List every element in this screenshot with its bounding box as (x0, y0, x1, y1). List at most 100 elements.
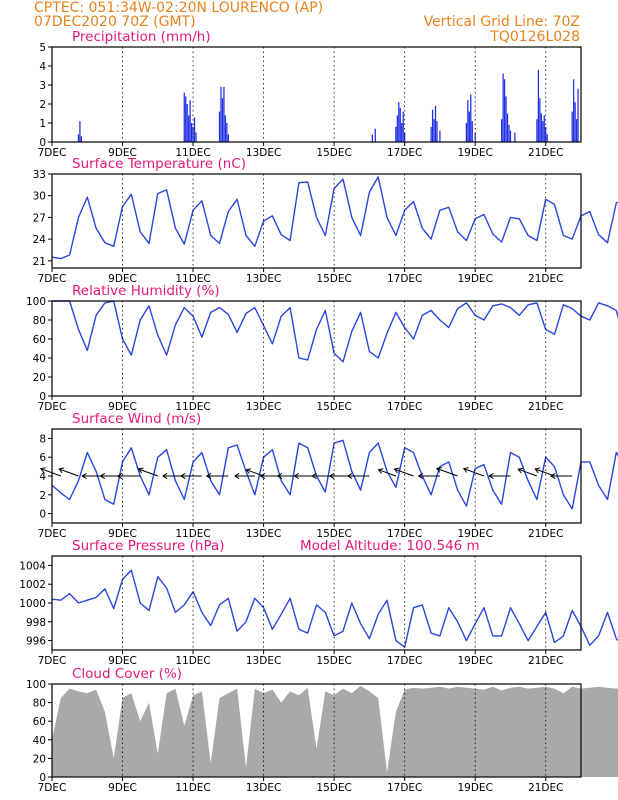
precip-bar (505, 96, 507, 142)
panel-title: Relative Humidity (%) (72, 283, 220, 299)
y-tick-label: 0 (39, 772, 46, 784)
y-tick-label: 24 (33, 234, 47, 246)
precip-bar (220, 86, 222, 142)
precip-bar (508, 124, 510, 142)
panel-title: Precipitation (mm/h) (72, 29, 211, 45)
y-tick-label: 100 (26, 679, 46, 691)
panel-2: 7DEC 9DEC 11DEC 13DEC 15DEC 17DEC 19DEC 21DEC 0 2… (26, 283, 618, 413)
y-tick-label: 80 (33, 698, 46, 710)
precip-bar (571, 111, 573, 142)
panel-3: 7DEC 9DEC 11DEC 13DEC 15DEC 17DEC 19DEC 21DEC 0 2… (38, 411, 618, 540)
x-tick-label: 21DEC (528, 147, 563, 159)
header-station: CPTEC: 051:34W-02:20N LOURENCO (AP) (34, 0, 323, 16)
x-tick-label: 21DEC (528, 655, 563, 667)
precip-bar (371, 134, 373, 142)
x-tick-label: 15DEC (316, 401, 351, 413)
y-tick-label: 27 (33, 212, 46, 224)
panel-annotation: Model Altitude: 100.546 m (300, 538, 480, 554)
precip-bar (430, 126, 432, 142)
y-tick-label: 20 (33, 372, 46, 384)
x-tick-label: 9DEC (108, 147, 137, 159)
x-tick-label: 19DEC (457, 655, 492, 667)
precip-bar (223, 86, 225, 142)
wind-arrow (137, 467, 158, 477)
precip-bar (577, 88, 579, 142)
x-tick-label: 13DEC (246, 528, 281, 540)
panel-title: Surface Temperature (nC) (72, 156, 246, 172)
series-line-2 (52, 300, 618, 363)
precip-bar (227, 134, 229, 142)
x-tick-label: 19DEC (457, 273, 492, 285)
x-tick-label: 7DEC (38, 273, 67, 285)
precip-bar (188, 115, 190, 142)
precip-bar (190, 123, 193, 142)
x-tick-label: 11DEC (175, 655, 210, 667)
y-tick-label: 21 (33, 256, 46, 268)
x-tick-label: 15DEC (316, 655, 351, 667)
y-tick-label: 5 (39, 42, 46, 54)
y-tick-label: 1002 (19, 579, 46, 591)
y-tick-label: 998 (26, 617, 46, 629)
panel-title: Cloud Cover (%) (72, 666, 182, 682)
precip-bar (536, 119, 538, 142)
wind-arrow (39, 467, 61, 477)
y-tick-label: 100 (26, 296, 46, 308)
x-tick-label: 13DEC (246, 147, 281, 159)
header-run-time: 07DEC2020 70Z (GMT) (34, 14, 196, 30)
precip-bar (465, 123, 468, 142)
x-tick-label: 11DEC (175, 147, 210, 159)
x-tick-label: 17DEC (387, 528, 422, 540)
panel-frame (51, 173, 582, 269)
panels: 7DEC 9DEC 11DEC 13DEC 15DEC 17DEC 19DEC 21DEC01… (19, 29, 618, 794)
x-tick-label: 17DEC (387, 782, 422, 794)
precip-bar (434, 105, 437, 142)
precip-bar (195, 132, 197, 142)
precip-bar (471, 121, 473, 142)
precip-bar (542, 121, 544, 142)
panel-frame (51, 300, 582, 397)
precip-bar (183, 92, 185, 142)
precip-bar (221, 98, 224, 142)
x-tick-label: 19DEC (457, 401, 492, 413)
precip-bar (503, 79, 506, 142)
y-tick-label: 1000 (19, 598, 46, 610)
precip-bar (573, 79, 575, 142)
y-tick-label: 80 (33, 315, 46, 327)
precip-bar (189, 100, 191, 142)
x-tick-label: 11DEC (175, 401, 210, 413)
x-tick-label: 7DEC (38, 528, 67, 540)
wind-arrow (517, 467, 538, 477)
y-tick-label: 2 (39, 99, 46, 111)
precip-bar (80, 136, 83, 142)
y-tick-label: 60 (33, 334, 46, 346)
precip-bar (539, 98, 541, 142)
y-tick-label: 33 (33, 169, 46, 181)
precip-bar (398, 102, 400, 142)
wind-arrow (549, 472, 573, 480)
x-tick-label: 15DEC (316, 273, 351, 285)
x-tick-label: 9DEC (108, 401, 137, 413)
panel-5: 7DEC 9DEC 11DEC 13DEC 15DEC 17DEC 19DEC 21DEC 0 2… (26, 666, 618, 794)
wind-arrow (205, 472, 229, 480)
header-model: TQ0126L028 (489, 29, 580, 45)
precip-bar (509, 130, 512, 142)
wind-arrow (417, 472, 440, 480)
header-grid-line: Vertical Grid Line: 70Z (424, 14, 580, 30)
y-tick-label: 1 (39, 118, 46, 130)
y-tick-label: 30 (33, 191, 46, 203)
panel-frame (51, 683, 582, 778)
y-tick-label: 60 (33, 716, 46, 728)
x-tick-label: 15DEC (316, 528, 351, 540)
precip-bar (402, 111, 404, 142)
x-tick-label: 21DEC (528, 273, 563, 285)
precip-bar (439, 130, 441, 142)
x-tick-label: 17DEC (387, 401, 422, 413)
precip-bar (401, 123, 403, 142)
x-tick-label: 13DEC (246, 782, 281, 794)
wind-arrow (116, 472, 141, 480)
precip-bar (218, 111, 221, 142)
x-tick-label: 15DEC (316, 782, 351, 794)
y-tick-label: 4 (39, 61, 46, 73)
precip-bar (502, 73, 504, 142)
x-tick-label: 11DEC (175, 528, 210, 540)
